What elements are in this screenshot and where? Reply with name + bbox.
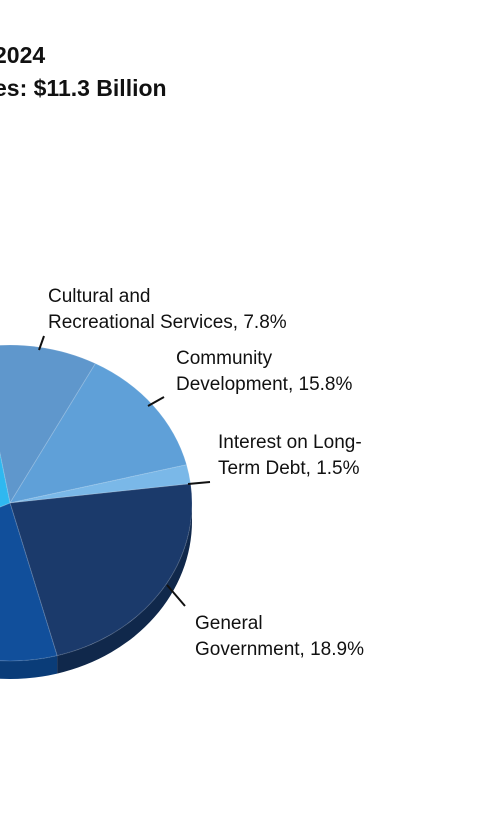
pie-label-4-line-2: Government, 18.9% <box>195 639 364 660</box>
chart-title-line-1: 2024 <box>0 42 46 68</box>
pie-label-4-line-1: General <box>195 613 263 634</box>
pie-leader-3 <box>187 481 211 485</box>
pie-leader-4 <box>166 584 186 607</box>
pie-label-1-line-2: Recreational Services, 7.8% <box>48 312 287 333</box>
pie-slice-2 <box>8 362 188 504</box>
pie-slice-5 <box>0 502 58 662</box>
pie-label-2: Community Development, 15.8% <box>176 348 352 395</box>
pie-label-2-line-2: Development, 15.8% <box>176 374 352 395</box>
pie-top-layer <box>0 344 193 662</box>
pie-label-3-line-1: Interest on Long- <box>218 432 362 453</box>
pie-label-4: General Government, 18.9% <box>195 613 364 660</box>
pie-slice-side-5 <box>0 655 58 679</box>
pie-slice-6 <box>0 451 11 508</box>
pie-slice-side-4 <box>57 503 193 674</box>
pie-slice-4 <box>9 483 193 657</box>
pie-label-1: Cultural and Recreational Services, 7.8% <box>48 286 287 333</box>
pie-side-layer <box>0 503 193 679</box>
pie-leader-2 <box>147 396 165 407</box>
pie-label-2-line-1: Community <box>176 348 273 369</box>
pie-label-layer: Cultural and Recreational Services, 7.8%C… <box>48 286 364 660</box>
pie-label-3-line-2: Term Debt, 1.5% <box>218 458 360 479</box>
pie-leader-layer <box>38 335 211 607</box>
pie-label-3: Interest on Long- Term Debt, 1.5% <box>218 432 362 479</box>
chart-title-line-2: es: $11.3 Billion <box>0 75 167 101</box>
pie-leader-1 <box>38 335 45 351</box>
pie-label-1-line-1: Cultural and <box>48 286 150 307</box>
pie-slice-1 <box>0 344 97 505</box>
